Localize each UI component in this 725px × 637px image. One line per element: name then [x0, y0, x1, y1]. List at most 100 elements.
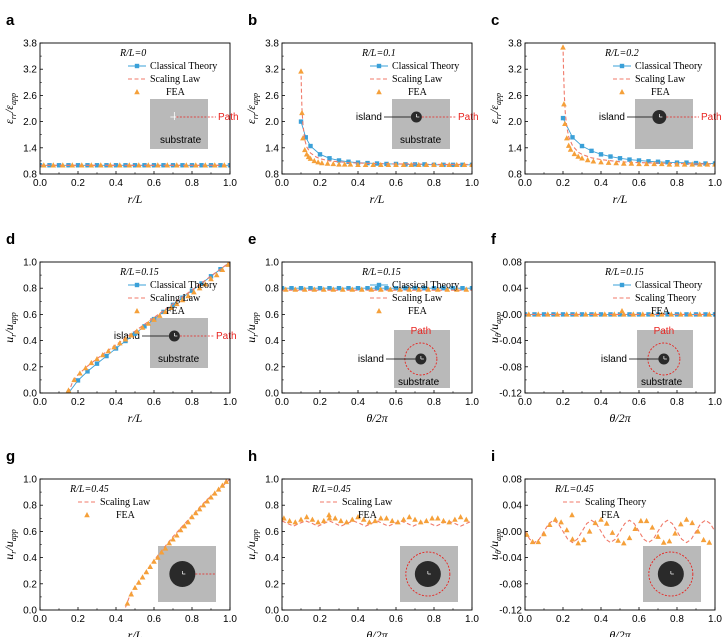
y-tick-label: -0.08 [499, 579, 522, 590]
y-tick-label: 0.8 [265, 501, 279, 512]
chart-panel-c: c 0.0 0.2 0.4 0.6 0.8 1.0 0.8 1.4 2.0 2.6 3.2 3.8 r/L… [487, 12, 722, 206]
legend-entry: Scaling Theory [635, 293, 696, 304]
series-line-scaling [300, 69, 472, 165]
data-point-fea [321, 517, 327, 524]
x-tick-label: 1.0 [465, 178, 479, 189]
annotation-label: R/L=0.1 [361, 48, 396, 59]
x-tick-label: 0.2 [313, 614, 327, 625]
data-point-classical [75, 163, 81, 168]
data-point-fea [706, 311, 713, 317]
data-point-fea [423, 517, 430, 524]
inset-path-label: Path [216, 331, 237, 342]
data-point-fea [431, 161, 437, 168]
y-axis-label: εrr​/εapp​ [2, 93, 18, 124]
inset-path-label: Path [458, 112, 479, 123]
inset-path-label: Path [218, 112, 239, 123]
x-tick-label: 0.8 [185, 614, 199, 625]
data-point-fea [378, 161, 384, 168]
legend-marker-classical [134, 63, 140, 69]
x-tick-label: 0.8 [427, 397, 441, 408]
y-tick-label: 0.2 [23, 362, 37, 373]
data-point-classical [317, 286, 323, 291]
data-point-fea [681, 161, 688, 167]
y-axis-label: ur​/uapp​ [2, 312, 18, 342]
data-point-classical [308, 286, 313, 291]
data-point-classical [608, 154, 613, 159]
y-tick-label: 0.8 [508, 170, 522, 181]
y-tick-label: 0.8 [265, 284, 279, 295]
data-point-fea [579, 155, 585, 161]
legend-entry: FEA [408, 87, 428, 98]
data-point-fea [77, 370, 83, 376]
data-point-fea [457, 513, 464, 520]
x-tick-label: 1.0 [465, 614, 479, 625]
data-point-classical [665, 160, 670, 165]
data-point-fea [193, 162, 199, 168]
inset-diagram [400, 546, 458, 602]
data-point-classical [218, 163, 223, 168]
data-point-fea [590, 158, 597, 164]
data-point-fea [621, 540, 627, 546]
x-tick-label: 1.0 [465, 397, 479, 408]
data-point-fea [423, 161, 430, 168]
x-tick-label: 0.0 [33, 397, 47, 408]
legend-marker-fea [134, 89, 140, 95]
data-point-fea [526, 311, 532, 317]
data-point-fea [282, 515, 287, 521]
data-point-fea [179, 296, 186, 303]
x-tick-label: 0.6 [147, 397, 161, 408]
data-point-fea [362, 161, 369, 168]
data-point-classical [598, 312, 604, 317]
data-point-fea [383, 515, 390, 521]
data-point-fea [189, 513, 195, 520]
series-group [298, 68, 472, 168]
x-tick-label: 1.0 [708, 397, 722, 408]
data-point-classical [422, 286, 427, 291]
x-tick-label: 0.0 [518, 614, 532, 625]
plot-frame [281, 261, 473, 394]
data-point-fea [332, 515, 338, 521]
data-point-fea [105, 348, 112, 354]
data-point-fea [406, 286, 413, 292]
legend-marker-classical [376, 63, 382, 69]
data-point-classical [570, 135, 575, 140]
series-line-scaling [525, 519, 715, 544]
data-point-fea [136, 579, 142, 585]
data-point-fea [609, 529, 616, 535]
y-tick-label: 3.2 [265, 65, 279, 76]
y-axis-label: εrr​/εapp​ [487, 93, 503, 124]
y-axis-label: uθ​/uapp​ [487, 312, 503, 343]
inset-island-label: island [599, 112, 625, 123]
y-tick-label: 2.6 [508, 91, 522, 102]
data-point-fea [174, 162, 180, 168]
data-point-classical [336, 286, 342, 291]
data-point-fea [126, 162, 133, 168]
data-point-classical [412, 286, 418, 291]
data-point-fea [193, 510, 199, 516]
data-point-classical [199, 281, 204, 286]
data-point-fea [565, 142, 572, 148]
legend-marker-fea [134, 308, 140, 314]
legend-entry: FEA [116, 510, 136, 521]
data-point-fea [704, 161, 711, 167]
data-point-fea [349, 516, 356, 522]
y-tick-label: 0.4 [265, 336, 279, 347]
legend-entry: Classical Theory [150, 280, 217, 291]
data-point-fea [655, 533, 661, 539]
inset-diagram: Path substrate [150, 99, 239, 149]
data-point-fea [564, 311, 570, 317]
y-tick-label: -0.08 [499, 362, 522, 373]
data-point-fea [638, 517, 644, 524]
data-point-fea [321, 286, 327, 292]
data-point-fea [584, 157, 591, 163]
data-point-fea [302, 146, 308, 153]
x-tick-label: 0.4 [351, 397, 365, 408]
series-line-scaling [562, 45, 715, 165]
data-point-fea [147, 563, 153, 569]
legend-entry: Classical Theory [392, 61, 459, 72]
data-point-classical [684, 312, 689, 317]
annotation-label: R/L=0.45 [554, 484, 594, 495]
panel-letter: e [248, 231, 256, 248]
y-tick-label: 0.6 [265, 310, 279, 321]
data-point-fea [366, 519, 373, 525]
